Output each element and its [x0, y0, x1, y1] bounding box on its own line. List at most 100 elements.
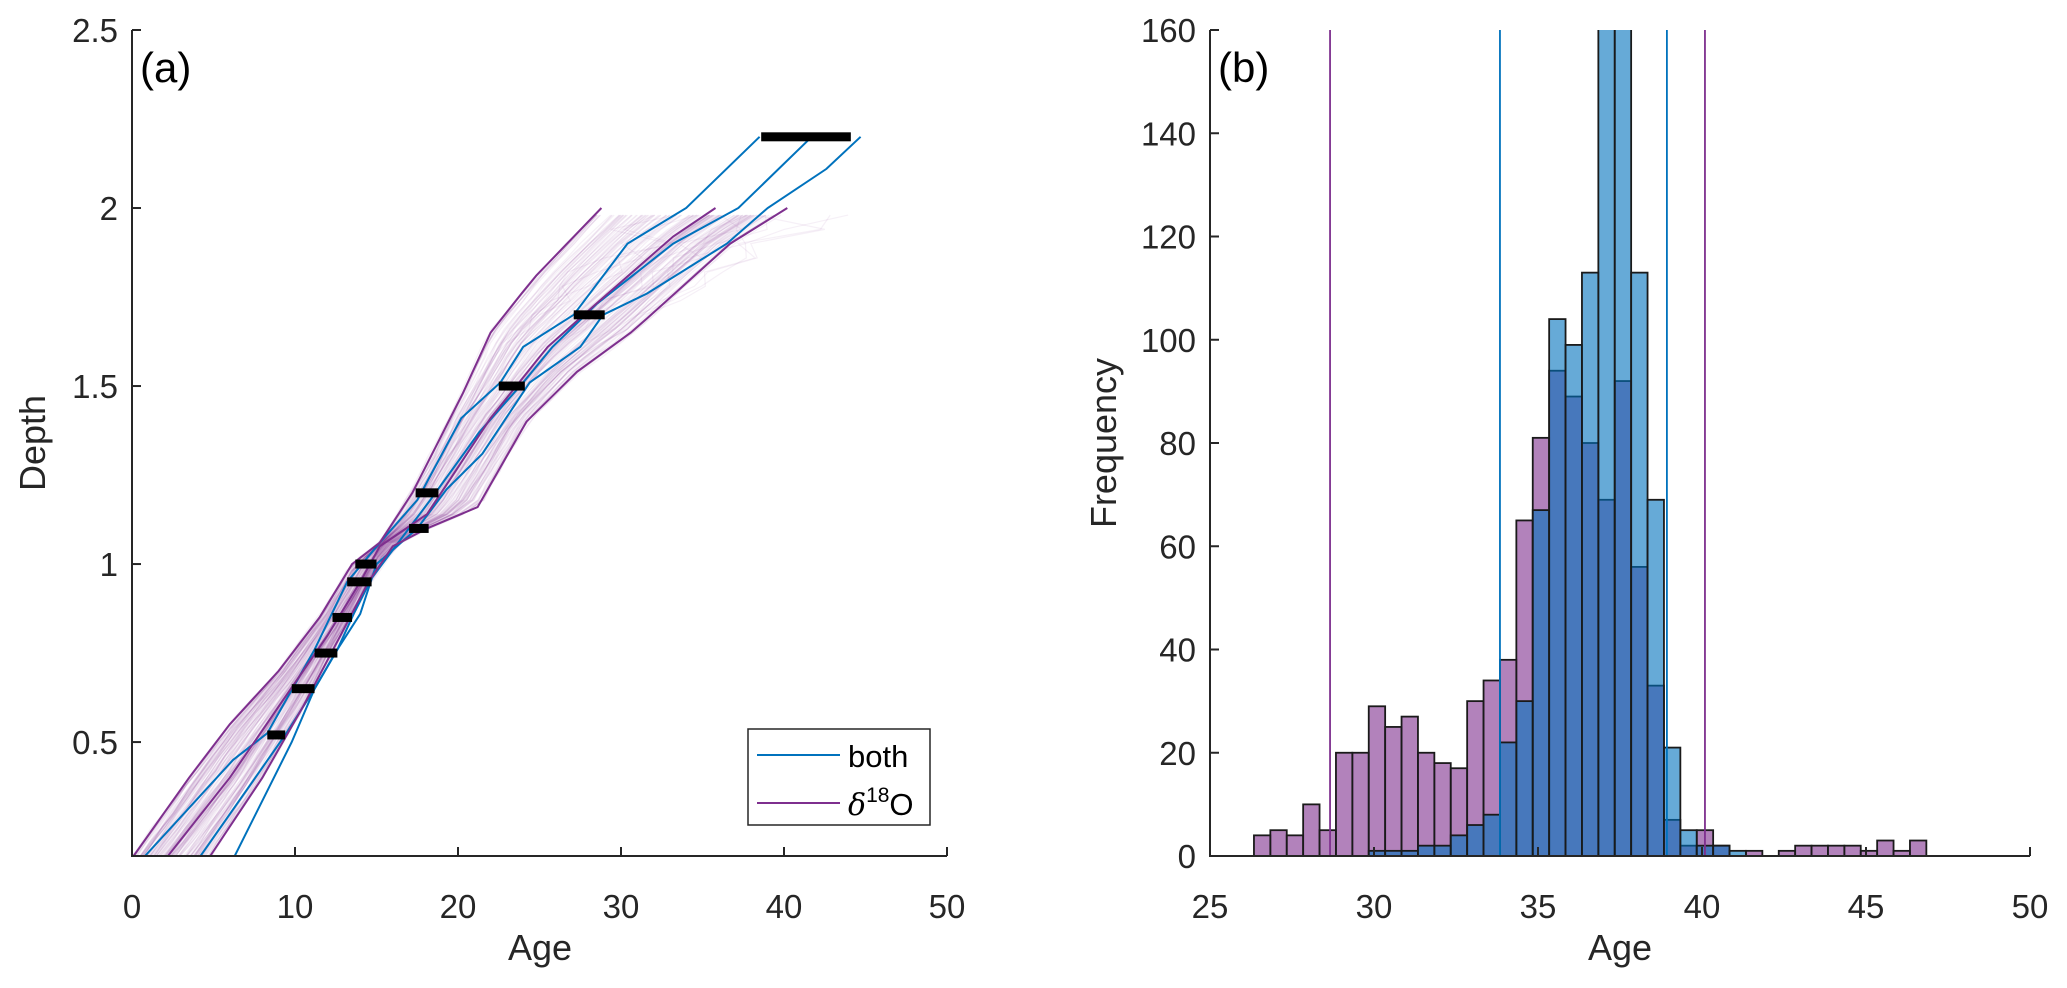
- x-tick-label: 40: [766, 888, 803, 925]
- d18o-histogram-bar: [1400, 715, 1419, 856]
- d18o-histogram-bar: [1302, 803, 1321, 856]
- ensemble-line: [155, 214, 671, 856]
- ensemble-line: [196, 214, 752, 856]
- ensemble-line: [196, 214, 752, 856]
- ensemble-line: [211, 214, 782, 856]
- ensemble-line: [140, 214, 622, 856]
- ensemble-line: [189, 214, 747, 856]
- x-tick-label: 50: [2012, 888, 2049, 925]
- panel-b-histogram: 25 30 35 40 45 50 0 20 40 60 80 100 120 140 160 (b) A…: [1083, 12, 2049, 968]
- ensemble-realizations: [132, 214, 849, 856]
- d18o-upper-bound-line: [209, 207, 788, 856]
- d18o-histogram-bar: [1417, 751, 1436, 856]
- age-constraint-bar: [291, 684, 315, 694]
- ensemble-line: [208, 214, 776, 856]
- y-tick-label: 160: [1141, 12, 1196, 49]
- y-tick-label: 120: [1141, 219, 1196, 256]
- ensemble-line: [139, 214, 612, 856]
- x-tick-label: 45: [1848, 888, 1885, 925]
- d18o-histogram-bar: [1876, 839, 1895, 856]
- d18o-lower-bound-line: [132, 207, 603, 856]
- ensemble-line: [201, 214, 761, 856]
- ensemble-line: [153, 214, 654, 856]
- age-constraint-bar: [409, 523, 429, 533]
- age-constraint-bar: [761, 132, 851, 142]
- ensemble-line: [146, 214, 633, 856]
- panel-a-y-axis-label: Depth: [12, 395, 53, 491]
- ensemble-line: [141, 214, 623, 856]
- ensemble-line: [139, 214, 613, 856]
- ensemble-line: [145, 214, 637, 856]
- x-tick-label: 50: [929, 888, 966, 925]
- ensemble-line: [171, 214, 713, 856]
- ensemble-line: [184, 214, 739, 856]
- age-constraint-bar: [332, 612, 353, 622]
- age-constraint-bar: [573, 310, 605, 320]
- legend-label-d18o: δ18O: [848, 784, 914, 823]
- ensemble-line: [209, 214, 776, 856]
- d18o-histogram-bar: [1367, 705, 1387, 856]
- both-histogram-bar: [1597, 30, 1616, 856]
- x-tick-label: 0: [123, 888, 141, 925]
- ensemble-line: [146, 214, 644, 856]
- ensemble-line: [197, 214, 755, 856]
- ensemble-line: [155, 214, 677, 856]
- both-histogram-bar: [1482, 813, 1501, 856]
- histogram-bars: [1253, 30, 1928, 856]
- both-histogram-bar: [1433, 844, 1452, 856]
- both-histogram-bar: [1646, 498, 1665, 856]
- ensemble-line: [191, 214, 748, 856]
- d18o-histogram-bar: [1827, 844, 1846, 856]
- both-histogram-bar: [1613, 30, 1633, 856]
- ensemble-line: [186, 214, 738, 856]
- ensemble-line: [210, 214, 775, 856]
- both-histogram-bar: [1630, 271, 1649, 856]
- ensemble-line: [194, 214, 755, 856]
- ensemble-line: [142, 214, 627, 856]
- ensemble-line: [164, 214, 702, 856]
- ensemble-line: [155, 214, 668, 856]
- d18o-histogram-bar: [1285, 834, 1305, 856]
- x-tick-label: 30: [603, 888, 640, 925]
- ensemble-line: [145, 214, 628, 856]
- y-tick-label: 0: [1178, 838, 1196, 875]
- ensemble-line: [145, 214, 644, 856]
- x-tick-label: 40: [1684, 888, 1721, 925]
- panel-a-x-ticks: 0 10 20 30 40 50: [123, 847, 966, 925]
- ensemble-line: [149, 214, 647, 856]
- y-tick-label: 80: [1159, 425, 1196, 462]
- ensemble-line: [177, 214, 722, 856]
- y-tick-label: 20: [1159, 735, 1196, 772]
- panel-a-x-axis-label: Age: [508, 927, 572, 968]
- both-histogram-bar: [1449, 834, 1469, 856]
- panel-a-label: (a): [140, 44, 191, 91]
- both-upper-bound-line: [233, 136, 862, 856]
- ensemble-line: [149, 214, 650, 856]
- legend-suffix: O: [889, 787, 913, 822]
- ensemble-line: [150, 214, 653, 856]
- ensemble-line: [149, 214, 647, 856]
- ensemble-line: [190, 214, 744, 856]
- panel-a-depth-age: 0 10 20 30 40 50 0.5 1 1.5 2 2.5 (a) Age Depth bo…: [12, 12, 965, 968]
- ensemble-line: [158, 214, 682, 856]
- both-histogram-bar: [1499, 741, 1518, 856]
- both-histogram-bar: [1728, 849, 1747, 856]
- d18o-histogram-bar: [1843, 844, 1862, 856]
- ensemble-line: [190, 214, 743, 856]
- x-tick-label: 20: [440, 888, 477, 925]
- panel-a-y-ticks: 0.5 1 1.5 2 2.5: [72, 12, 141, 761]
- legend-superscript: 18: [866, 784, 889, 807]
- ensemble-line: [142, 214, 633, 856]
- both-histogram-bar: [1466, 824, 1485, 856]
- ensemble-line: [193, 214, 747, 856]
- d18o-histogram-bar: [1253, 834, 1272, 856]
- x-tick-label: 10: [277, 888, 314, 925]
- age-constraint-bar: [347, 577, 372, 587]
- d18o-histogram-bar: [1351, 751, 1370, 856]
- ensemble-line: [155, 214, 662, 856]
- ensemble-line: [153, 214, 667, 856]
- ensemble-line: [132, 214, 598, 856]
- ensemble-line: [141, 214, 675, 856]
- ensemble-line: [173, 214, 716, 856]
